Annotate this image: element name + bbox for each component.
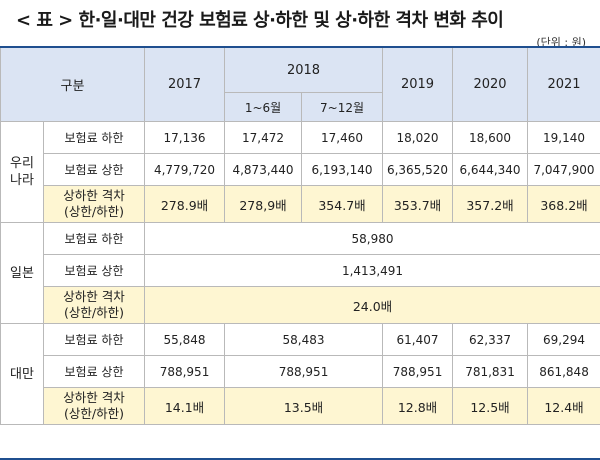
table-bottom-rule [0,458,600,460]
row-label-gap: 상하한 격차 (상한/하한) [42,387,146,425]
table-cell: 58,483 [224,323,384,356]
unit-note: (단위 : 원) [536,36,586,49]
table-cell: 62,337 [452,323,529,356]
country-korea: 우리 나라 [0,121,44,223]
table-cell: 14.1배 [144,387,226,425]
table-cell: 19,140 [527,121,600,154]
header-2019: 2019 [382,47,454,122]
table-cell: 17,472 [224,121,303,154]
table-cell: 781,831 [452,355,529,388]
row-label-upper: 보험료 상한 [42,355,146,388]
korea-lower-row: 우리 나라 보험료 하한 17,136 17,472 17,460 18,020… [0,121,600,223]
table-top-rule [0,46,600,48]
header-2020: 2020 [452,47,529,122]
table-cell: 861,848 [527,355,600,388]
taiwan-lower-row: 대만 보험료 하한 55,848 58,483 61,407 62,337 69… [0,323,600,425]
table-title: < 표 > 한·일·대만 건강 보험료 상·하한 및 상·하한 격차 변화 추이 [16,10,504,31]
header-category: 구분 [0,47,146,122]
table-cell: 6,644,340 [452,153,529,186]
country-japan: 일본 [0,222,44,324]
table-cell: 788,951 [144,355,226,388]
header-2018-h2: 7~12월 [301,92,384,122]
table-cell: 4,779,720 [144,153,226,186]
korea-upper-row: 보험료 상한 4,779,720 4,873,440 6,193,140 6,3… [1,153,600,186]
table-cell: 17,460 [301,121,384,154]
gap-label-line1: 상하한 격차 [63,289,125,304]
gap-label-line1: 상하한 격차 [63,390,125,405]
row-label-lower: 보험료 하한 [42,222,146,255]
table-cell: 368.2배 [527,185,600,223]
taiwan-gap-row: 상하한 격차 (상한/하한) 14.1배 13.5배 12.8배 12.5배 1… [1,387,600,425]
header-2018: 2018 [224,47,384,93]
table-cell: 788,951 [382,355,454,388]
gap-label-line1: 상하한 격차 [63,188,125,203]
table-cell: 4,873,440 [224,153,303,186]
japan-upper-row: 보험료 상한 1,413,491 [1,254,600,287]
table-cell: 12.5배 [452,387,529,425]
table-cell: 278.9배 [144,185,226,223]
japan-gap-row: 상하한 격차 (상한/하한) 24.0배 [1,286,600,324]
table-cell: 7,047,900 [527,153,600,186]
table-cell: 6,365,520 [382,153,454,186]
gap-label-line2: (상한/하한) [64,204,124,219]
table-cell: 58,980 [144,222,600,255]
table-cell: 357.2배 [452,185,529,223]
comparison-table: 구분 2017 2018 2019 2020 2021 1~6월 7~12월 우… [0,47,600,425]
table-cell: 18,020 [382,121,454,154]
row-label-gap: 상하한 격차 (상한/하한) [42,185,146,223]
japan-lower-row: 일본 보험료 하한 58,980 [0,222,600,324]
row-label-upper: 보험료 상한 [42,254,146,287]
country-korea-line2: 나라 [10,173,34,188]
table-cell: 1,413,491 [144,254,600,287]
table-cell: 278,9배 [224,185,303,223]
taiwan-upper-row: 보험료 상한 788,951 788,951 788,951 781,831 8… [1,355,600,388]
table-cell: 13.5배 [224,387,384,425]
row-label-gap: 상하한 격차 (상한/하한) [42,286,146,324]
gap-label-line2: (상한/하한) [64,406,124,421]
table-cell: 55,848 [144,323,226,356]
table-cell: 17,136 [144,121,226,154]
row-label-upper: 보험료 상한 [42,153,146,186]
gap-label-line2: (상한/하한) [64,305,124,320]
table-cell: 354.7배 [301,185,384,223]
row-label-lower: 보험료 하한 [42,121,146,154]
row-label-lower: 보험료 하한 [42,323,146,356]
country-taiwan: 대만 [0,323,44,425]
table-cell: 69,294 [527,323,600,356]
table-cell: 61,407 [382,323,454,356]
table-cell: 353.7배 [382,185,454,223]
table-cell: 788,951 [224,355,384,388]
table-cell: 24.0배 [144,286,600,324]
table-cell: 12.8배 [382,387,454,425]
korea-gap-row: 상하한 격차 (상한/하한) 278.9배 278,9배 354.7배 353.… [1,185,600,223]
country-korea-line1: 우리 [10,156,34,171]
header-2021: 2021 [527,47,600,122]
table-cell: 18,600 [452,121,529,154]
header-2017: 2017 [144,47,226,122]
table-cell: 6,193,140 [301,153,384,186]
header-2018-h1: 1~6월 [224,92,303,122]
table-cell: 12.4배 [527,387,600,425]
